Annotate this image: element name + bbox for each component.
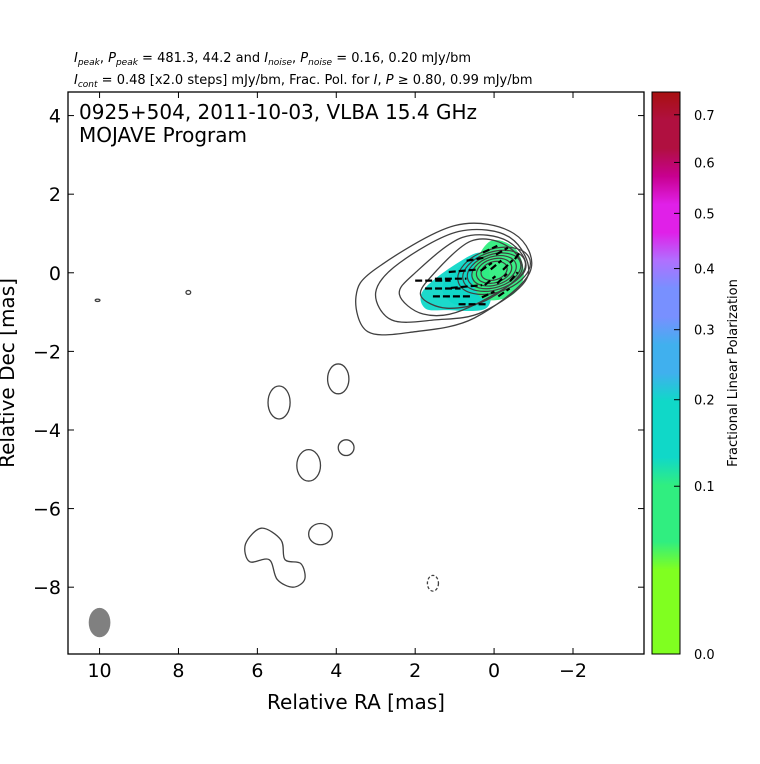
contour-south bbox=[244, 527, 306, 588]
contour-island bbox=[337, 439, 355, 457]
colorbar: Fractional Linear Polarization 0.0 0.1 0.2… bbox=[651, 91, 741, 663]
jet-contour bbox=[355, 222, 533, 336]
colorbar-tick-label: 0.6 bbox=[694, 156, 715, 171]
plot-frame bbox=[67, 91, 645, 655]
evpa-tick bbox=[450, 284, 483, 290]
evpa-tick bbox=[466, 256, 487, 262]
x-tick-label: 2 bbox=[409, 660, 421, 682]
colorbar-label: Fractional Linear Polarization bbox=[726, 279, 741, 467]
jet-contour bbox=[374, 228, 530, 323]
contour-island bbox=[267, 385, 291, 420]
contour-island bbox=[326, 363, 350, 395]
evpa-tick bbox=[509, 271, 519, 282]
colorbar-tick-label: 0.4 bbox=[694, 263, 715, 278]
title-line-source: 0925+504, 2011-10-03, VLBA 15.4 GHz bbox=[79, 100, 477, 124]
core-contour bbox=[466, 252, 522, 290]
contour-island bbox=[94, 298, 101, 303]
y-tick-label: −8 bbox=[33, 577, 61, 599]
colorbar-tick-label: 0.2 bbox=[694, 394, 715, 409]
evpa-tick bbox=[479, 262, 493, 272]
core-contour bbox=[471, 255, 517, 287]
contour-island bbox=[185, 289, 192, 296]
colorbar-tick-label: 0.1 bbox=[694, 480, 715, 495]
colorbar-tick-label: 0.5 bbox=[694, 207, 715, 222]
plot-title: 0925+504, 2011-10-03, VLBA 15.4 GHz MOJA… bbox=[79, 100, 477, 147]
y-tick-label: 2 bbox=[49, 184, 61, 206]
colorbar-tick-label: 0.3 bbox=[694, 324, 715, 339]
core-contour bbox=[462, 249, 526, 292]
contour-island bbox=[426, 574, 440, 592]
y-tick-label: −6 bbox=[33, 499, 61, 521]
y-tick-label: 0 bbox=[49, 263, 61, 285]
evpa-tick bbox=[484, 275, 497, 286]
x-axis-label: Relative RA [mas] bbox=[267, 690, 445, 714]
evpa-tick bbox=[481, 290, 495, 299]
axis-ticks: 10 8 6 4 2 0 −2 4 2 0 −2 −4 −6 −8 bbox=[33, 92, 644, 682]
plot-area bbox=[88, 222, 533, 638]
x-tick-label: 8 bbox=[172, 660, 184, 682]
y-tick-label: −4 bbox=[33, 420, 61, 442]
y-tick-label: −2 bbox=[33, 341, 61, 363]
x-tick-label: 0 bbox=[488, 660, 500, 682]
evpa-tick bbox=[514, 250, 522, 260]
evpa-tick bbox=[495, 246, 509, 256]
jet-contour bbox=[398, 234, 527, 317]
y-axis-label: Relative Dec [mas] bbox=[0, 278, 19, 468]
x-tick-label: 6 bbox=[251, 660, 263, 682]
contour-island bbox=[296, 448, 322, 482]
evpa-tick bbox=[490, 259, 503, 271]
evpa-tick bbox=[502, 259, 514, 271]
chart-header: Ipeak, Ppeak = 481.3, 44.2 and Inoise, P… bbox=[74, 51, 533, 90]
colorbar-gradient bbox=[651, 91, 681, 655]
evpa-tick bbox=[497, 287, 511, 298]
beam-ellipse bbox=[88, 607, 111, 638]
header-line-2: Icont = 0.48 [x2.0 steps] mJy/bm, Frac. … bbox=[74, 73, 533, 90]
evpa-tick bbox=[448, 268, 477, 274]
x-tick-label: 4 bbox=[330, 660, 342, 682]
evpa-tick bbox=[496, 273, 508, 285]
x-tick-label: −2 bbox=[559, 660, 587, 682]
x-tick-label: 10 bbox=[87, 660, 111, 682]
colorbar-tick-label: 0.0 bbox=[694, 648, 715, 663]
y-tick-label: 4 bbox=[49, 106, 61, 128]
header-line-1: Ipeak, Ppeak = 481.3, 44.2 and Inoise, P… bbox=[74, 51, 471, 68]
title-line-program: MOJAVE Program bbox=[79, 123, 247, 147]
colorbar-tick-label: 0.7 bbox=[694, 109, 715, 124]
contour-island bbox=[308, 522, 333, 546]
evpa-tick bbox=[482, 244, 498, 254]
